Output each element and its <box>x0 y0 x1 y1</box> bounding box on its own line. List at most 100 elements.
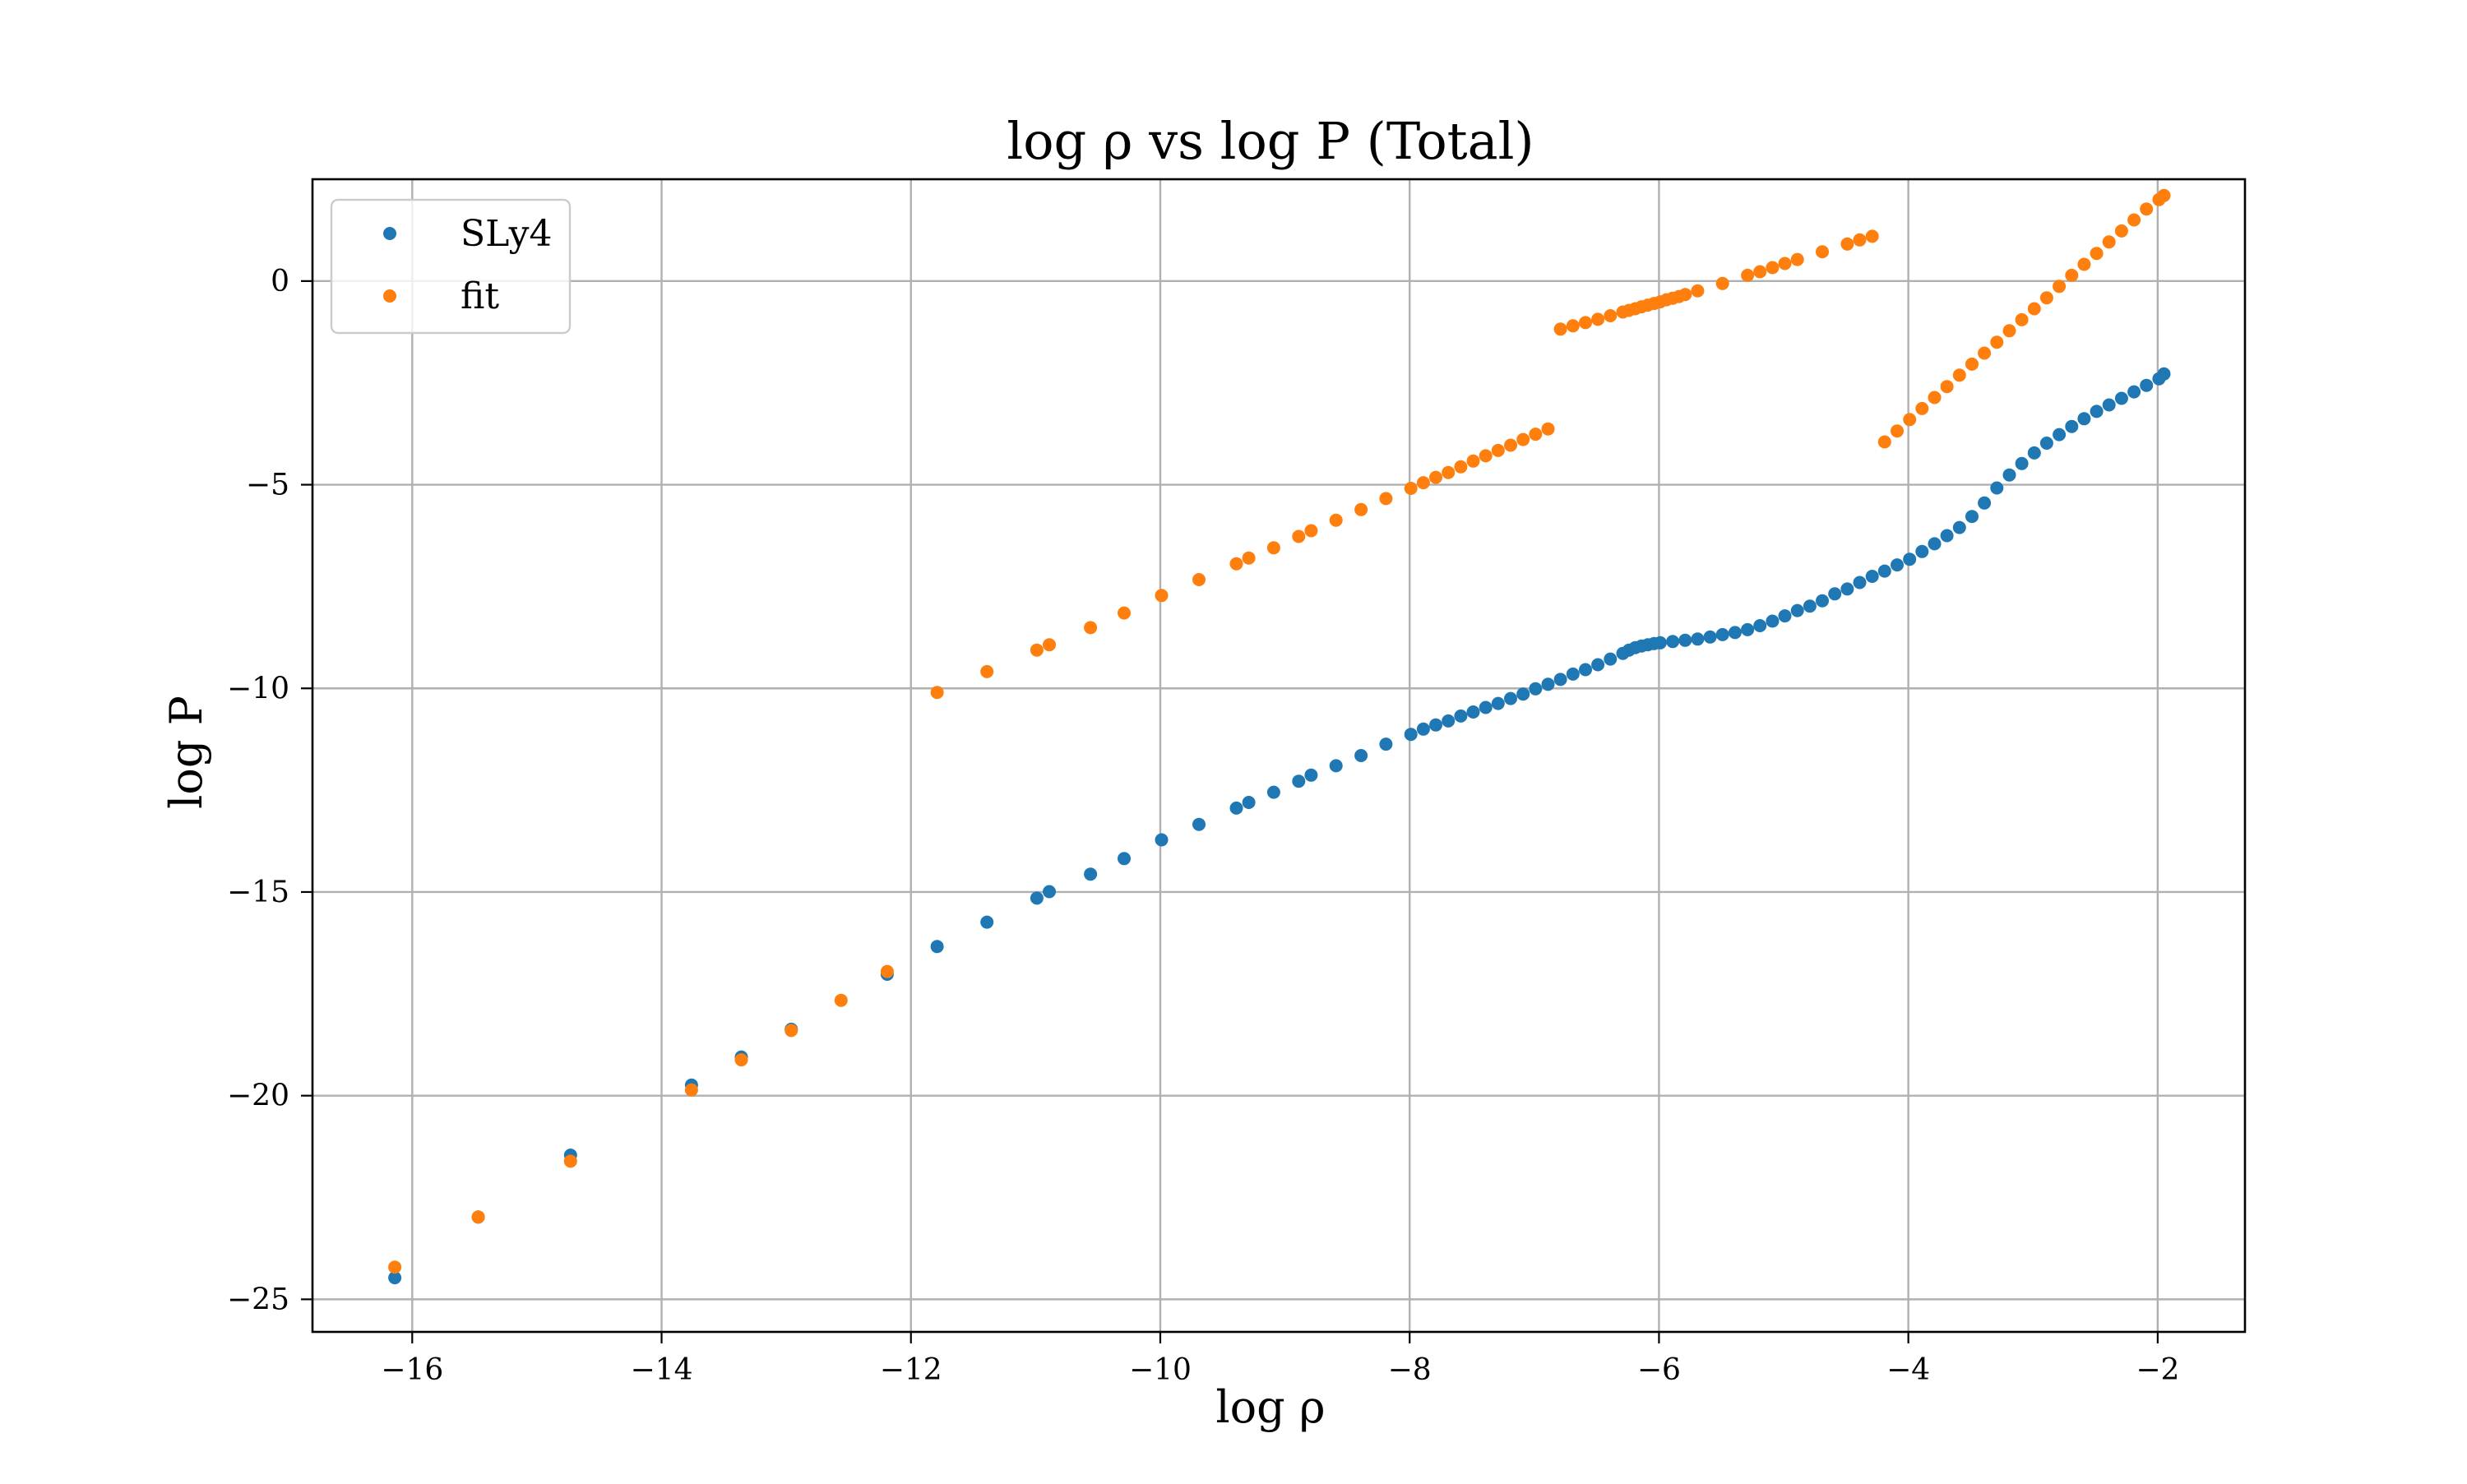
data-point <box>1229 801 1243 815</box>
data-point <box>1678 288 1692 302</box>
data-point <box>1653 636 1667 650</box>
data-point <box>1865 229 1879 243</box>
data-point <box>2090 247 2104 261</box>
axis-ticks: −16 −14 −12 −10 −8 −6 −4 −20−5−10−15−20−25 <box>227 265 2179 1387</box>
data-point <box>1753 265 1767 279</box>
data-point <box>1454 709 1468 723</box>
data-point <box>1566 319 1580 333</box>
data-point <box>2102 398 2116 412</box>
data-point <box>734 1053 748 1067</box>
data-point <box>1084 621 1098 635</box>
data-point <box>1940 380 1954 394</box>
data-point <box>1030 643 1044 657</box>
data-point <box>1840 582 1854 596</box>
data-point <box>1304 524 1318 538</box>
data-point <box>2114 391 2128 405</box>
data-point <box>2077 257 2091 271</box>
data-point <box>1803 599 1817 613</box>
data-point <box>2027 446 2041 460</box>
data-point <box>2065 268 2079 282</box>
x-tick-label: −14 <box>631 1353 693 1387</box>
data-point <box>1978 496 1992 510</box>
data-point <box>1928 537 1942 551</box>
data-point <box>1454 460 1468 474</box>
data-point <box>2114 224 2128 238</box>
data-point <box>1192 817 1206 831</box>
data-point <box>1516 432 1530 446</box>
data-point <box>1516 687 1530 701</box>
data-point <box>1354 502 1368 516</box>
data-point <box>1840 237 1854 251</box>
data-point <box>1952 368 1966 382</box>
data-point <box>1266 785 1280 799</box>
data-point <box>1416 722 1430 736</box>
data-point <box>388 1271 402 1285</box>
data-point <box>1790 252 1804 266</box>
legend: SLy4 fit <box>330 198 572 335</box>
data-point <box>2090 405 2104 418</box>
data-point <box>2053 428 2067 442</box>
x-tick-label: −4 <box>1886 1353 1930 1387</box>
data-point <box>1703 630 1717 644</box>
data-point <box>1266 541 1280 555</box>
data-point <box>834 993 848 1007</box>
data-point <box>2053 280 2067 294</box>
data-point <box>1790 603 1804 617</box>
data-point <box>684 1083 698 1097</box>
legend-marker-sly4 <box>383 227 396 240</box>
data-point <box>1429 470 1442 484</box>
data-point <box>1529 428 1543 442</box>
data-point <box>1466 454 1480 468</box>
data-point <box>1853 576 1867 589</box>
data-point <box>2015 456 2029 470</box>
data-point <box>1118 852 1131 866</box>
data-point <box>980 664 994 678</box>
data-point <box>1541 677 1555 691</box>
data-point <box>785 1024 798 1038</box>
data-point <box>1753 619 1767 632</box>
data-point <box>2015 312 2029 326</box>
data-point <box>1541 422 1555 436</box>
data-point <box>1566 667 1580 681</box>
data-point <box>2140 202 2154 216</box>
data-point <box>1965 357 1979 371</box>
data-point <box>1828 587 1842 601</box>
x-tick-label: −8 <box>1388 1353 1432 1387</box>
data-point <box>1491 696 1505 710</box>
data-point <box>2039 437 2053 450</box>
data-point <box>1084 867 1098 881</box>
data-point <box>2102 235 2116 249</box>
data-point <box>1292 529 1306 543</box>
data-point <box>1965 510 1979 524</box>
data-point <box>930 940 944 954</box>
legend-label-fit: fit <box>461 275 499 317</box>
y-tick-label: −15 <box>227 876 289 909</box>
data-point <box>880 964 894 978</box>
data-point <box>1865 570 1879 583</box>
data-point <box>1853 233 1867 247</box>
data-point <box>1504 691 1517 705</box>
data-points <box>388 188 2171 1285</box>
data-point <box>1416 476 1430 490</box>
data-point <box>388 1260 402 1274</box>
data-point <box>1741 622 1755 636</box>
data-point <box>1379 737 1393 751</box>
data-point <box>1579 316 1592 330</box>
data-point <box>1591 312 1605 326</box>
data-point <box>1479 449 1493 463</box>
data-point <box>1903 413 1917 427</box>
y-axis-label: log P <box>160 696 212 809</box>
data-point <box>1778 257 1792 270</box>
data-point <box>1691 632 1705 646</box>
data-point <box>471 1210 485 1224</box>
data-point <box>1990 481 2004 495</box>
data-point <box>1155 589 1169 603</box>
x-tick-label: −2 <box>2136 1353 2179 1387</box>
y-tick-label: −25 <box>227 1283 289 1316</box>
x-tick-label: −10 <box>1129 1353 1192 1387</box>
data-point <box>1952 520 1966 534</box>
x-axis-label: log ρ <box>1215 1381 1325 1433</box>
data-point <box>1155 833 1169 847</box>
plot-frame <box>311 178 2247 1334</box>
